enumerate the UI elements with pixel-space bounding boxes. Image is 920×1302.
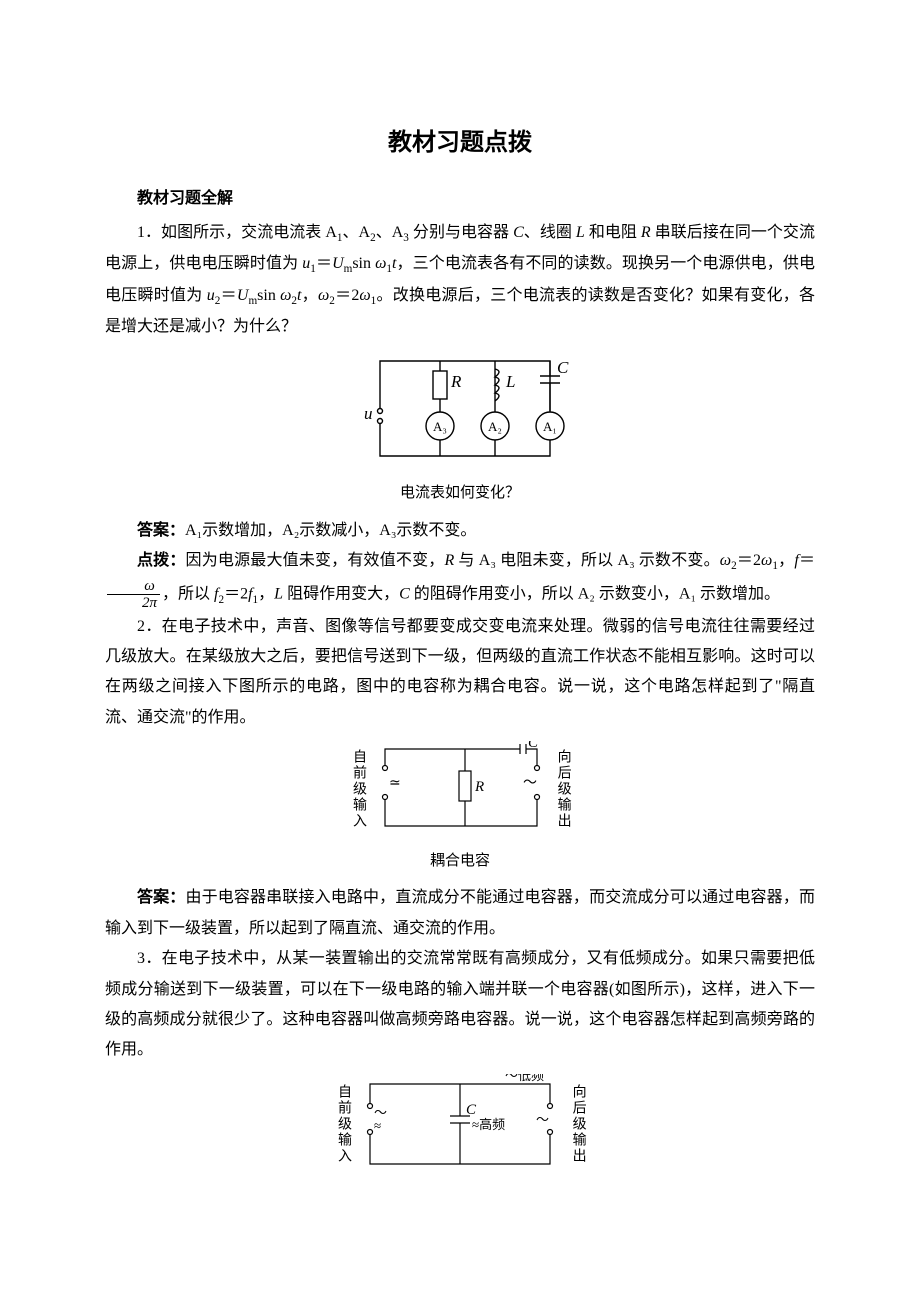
label-C: C: [557, 358, 569, 377]
answer-text: A₁示数增加，A₂示数减小，A₃示数不变。: [185, 522, 476, 539]
fig3-right-label: 向后级输出: [564, 1076, 591, 1171]
q1-seg: ，: [301, 287, 318, 304]
answer-label: 答案：: [137, 889, 185, 906]
label-high-freq: ≈高频: [472, 1117, 505, 1132]
label-R2: R: [474, 779, 484, 795]
hint-seg: ＝2: [224, 585, 248, 602]
label-A2: A₂: [488, 419, 502, 434]
q1-seg: ＝: [220, 287, 237, 304]
fig2-left-label: 自前级输入: [344, 744, 371, 834]
q1-seg: ＝: [316, 255, 332, 272]
hint-seg: 阻碍作用变大，: [283, 585, 399, 602]
page-title: 教材习题点拨: [105, 120, 815, 166]
svg-text:≃: ≃: [389, 776, 401, 791]
figure-2-caption: 耦合电容: [105, 847, 815, 876]
q3-text: 3．在电子技术中，从某一装置输出的交流常常既有高频成分，又有低频成分。如果只需要…: [105, 944, 815, 1066]
label-L: L: [505, 372, 515, 391]
hint-seg: ＝2: [737, 552, 761, 569]
q1-answer: 答案：A₁示数增加，A₂示数减小，A₃示数不变。: [105, 516, 815, 546]
section-header: 教材习题全解: [105, 184, 815, 214]
figure-2: 自前级输入 C R ≃ ～ 向后级输出 耦合电容: [105, 741, 815, 875]
hint-seg: ，: [258, 585, 274, 602]
label-R: R: [450, 372, 462, 391]
circuit-2: C R ≃ ～: [375, 741, 545, 836]
hint-seg: 与 A₃ 电阻未变，所以 A₃ 示数不变。: [454, 552, 720, 569]
q1-seg: ＝2: [335, 287, 360, 304]
hint-seg: ＝: [799, 552, 815, 569]
label-u: u: [364, 404, 373, 423]
q1-seg: sin: [352, 255, 375, 272]
q2-answer: 答案：由于电容器串联接入电路中，直流成分不能通过电容器，而交流成分可以通过电容器…: [105, 883, 815, 944]
hint-seg: ，: [778, 552, 794, 569]
svg-text:≈: ≈: [374, 1118, 381, 1133]
answer-text: 由于电容器串联接入电路中，直流成分不能通过电容器，而交流成分可以通过电容器，而输…: [105, 889, 815, 936]
label-low-freq: ～低频: [505, 1074, 544, 1083]
answer-label: 答案：: [137, 522, 185, 539]
q2-text: 2．在电子技术中，声音、图像等信号都要变成交变电流来处理。微弱的信号电流往往需要…: [105, 612, 815, 734]
q1-seg: 1．如图所示，交流电流表 A: [137, 224, 337, 241]
label-A3: A₃: [433, 419, 447, 434]
q1-hint: 点拨：因为电源最大值未变，有效值不变，R 与 A₃ 电阻未变，所以 A₃ 示数不…: [105, 546, 815, 611]
figure-3: 自前级输入 C ～ ≈ ≈高频 ～低频 ～ 向后级输出: [105, 1074, 815, 1183]
circuit-3: C ～ ≈ ≈高频 ～低频 ～: [360, 1074, 560, 1174]
q1-seg: sin: [257, 287, 280, 304]
hint-seg: 的阻碍作用变小，所以 A₂ 示数变小，A₁ 示数增加。: [410, 585, 780, 602]
q1-text: 1．如图所示，交流电流表 A1、A2、A3 分别与电容器 C、线圈 L 和电阻 …: [105, 218, 815, 343]
svg-text:～: ～: [523, 776, 537, 791]
q1-seg: 和电阻: [585, 224, 641, 241]
q1-seg: 、A: [376, 224, 404, 241]
q1-seg: 分别与电容器: [409, 224, 513, 241]
hint-seg: 因为电源最大值未变，有效值不变，: [186, 552, 445, 569]
figure-1: u R L C A₃ A₂ A₁ 电流表如何变化？: [105, 351, 815, 508]
q1-seg: 、线圈: [524, 224, 576, 241]
figure-1-caption: 电流表如何变化？: [105, 479, 815, 508]
fig2-right-label: 向后级输出: [549, 744, 576, 834]
fig3-left-label: 自前级输入: [329, 1076, 356, 1171]
q1-seg: 、A: [342, 224, 370, 241]
hint-seg: ，所以: [162, 585, 214, 602]
circuit-1: u R L C A₃ A₂ A₁: [350, 351, 570, 466]
svg-text:～: ～: [536, 1112, 549, 1127]
label-C3: C: [466, 1102, 477, 1118]
hint-label: 点拨：: [137, 552, 186, 569]
label-A1: A₁: [543, 419, 557, 434]
label-C2: C: [528, 741, 539, 751]
